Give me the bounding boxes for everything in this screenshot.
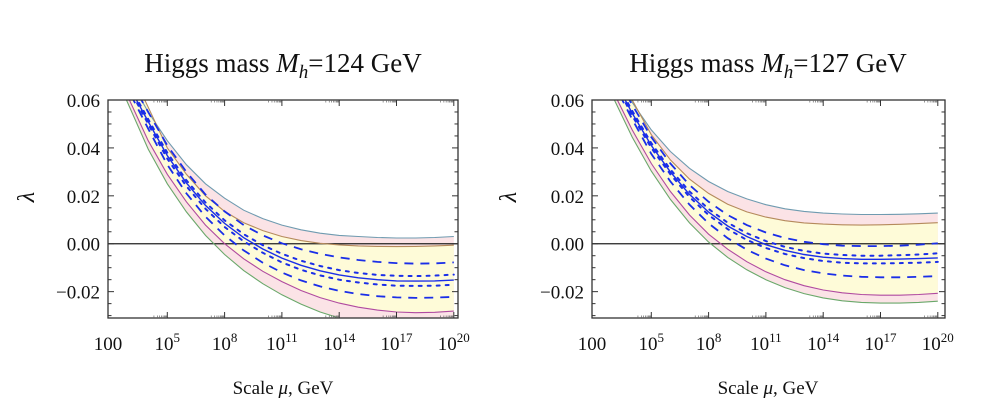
xlabel-suffix: , GeV bbox=[288, 378, 334, 399]
x-tick-base: 10 bbox=[323, 334, 342, 355]
x-tick-label: 1011 bbox=[750, 330, 782, 355]
x-tick-base: 10 bbox=[155, 334, 174, 355]
series-dotted-lower bbox=[623, 100, 939, 265]
series-dashed-lower bbox=[621, 100, 938, 279]
plot-frame bbox=[107, 99, 459, 319]
chart-title: Higgs mass Mh=124 GeV bbox=[144, 48, 422, 83]
series-dotted-upper bbox=[136, 100, 455, 278]
x-tick-label: 1020 bbox=[438, 330, 470, 355]
title-subscript: h bbox=[299, 62, 309, 83]
chart-title: Higgs mass Mh=127 GeV bbox=[629, 48, 907, 83]
title-symbol: M bbox=[275, 48, 300, 78]
x-axis-label: Scale μ, GeV bbox=[718, 378, 819, 399]
x-tick-label: 1014 bbox=[323, 330, 356, 355]
plot-area bbox=[592, 100, 945, 304]
title-suffix: =124 GeV bbox=[308, 48, 422, 78]
title-prefix: Higgs mass bbox=[629, 48, 761, 78]
series-upper-bound bbox=[140, 100, 454, 239]
x-tick-base: 10 bbox=[696, 334, 715, 355]
x-tick-label: 1017 bbox=[865, 330, 898, 355]
x-tick-exponent: 14 bbox=[342, 330, 356, 345]
y-tick-label: −0.02 bbox=[540, 283, 584, 304]
x-tick-exponent: 11 bbox=[769, 330, 782, 345]
x-tick-exponent: 20 bbox=[457, 330, 470, 345]
xlabel-suffix: , GeV bbox=[773, 378, 819, 399]
series-dotted-upper bbox=[625, 100, 939, 257]
x-tick-base: 100 bbox=[578, 334, 607, 355]
x-tick-base: 100 bbox=[94, 334, 123, 355]
series-dashed-lower bbox=[132, 100, 454, 299]
series-inner-lower bbox=[616, 100, 938, 296]
x-tick-base: 10 bbox=[381, 334, 400, 355]
x-tick-label: 1020 bbox=[922, 330, 954, 355]
x-tick-exponent: 11 bbox=[285, 330, 298, 345]
x-tick-base: 10 bbox=[438, 334, 457, 355]
x-tick-base: 10 bbox=[807, 334, 826, 355]
title-prefix: Higgs mass bbox=[144, 48, 276, 78]
x-tick-exponent: 17 bbox=[400, 330, 414, 345]
y-tick-label: 0.04 bbox=[551, 139, 585, 160]
x-tick-exponent: 17 bbox=[884, 330, 898, 345]
y-tick-label: 0.00 bbox=[551, 235, 584, 256]
xlabel-prefix: Scale bbox=[233, 378, 279, 399]
title-symbol: M bbox=[760, 48, 785, 78]
series-upper-bound bbox=[630, 100, 938, 216]
x-tick-base: 10 bbox=[922, 334, 941, 355]
y-tick-label: 0.02 bbox=[67, 187, 100, 208]
xlabel-prefix: Scale bbox=[718, 378, 764, 399]
series-inner-upper bbox=[144, 100, 454, 248]
x-tick-exponent: 8 bbox=[715, 330, 722, 345]
y-tick-label: 0.00 bbox=[67, 235, 100, 256]
xlabel-symbol: μ bbox=[762, 378, 773, 399]
series-dashed-upper bbox=[628, 100, 938, 247]
y-tick-label: −0.02 bbox=[56, 283, 100, 304]
title-suffix: =127 GeV bbox=[793, 48, 907, 78]
x-tick-label: 1017 bbox=[381, 330, 414, 355]
x-tick-exponent: 20 bbox=[941, 330, 954, 345]
y-tick-label: 0.04 bbox=[67, 139, 101, 160]
x-tick-label: 1014 bbox=[807, 330, 840, 355]
x-tick-exponent: 5 bbox=[174, 330, 181, 345]
y-axis-label: λ bbox=[496, 192, 522, 203]
x-tick-exponent: 5 bbox=[658, 330, 665, 345]
x-tick-base: 10 bbox=[865, 334, 884, 355]
series-dashed-upper bbox=[140, 100, 454, 265]
y-tick-label: 0.02 bbox=[551, 187, 584, 208]
plot-area bbox=[108, 100, 458, 318]
series-lower-bound bbox=[613, 100, 938, 304]
series-lower-bound bbox=[125, 100, 342, 318]
series-dotted-lower bbox=[134, 100, 455, 287]
x-tick-label: 105 bbox=[155, 330, 181, 355]
inner-band bbox=[617, 100, 938, 296]
title-subscript: h bbox=[784, 62, 794, 83]
x-tick-label: 105 bbox=[639, 330, 665, 355]
x-tick-exponent: 14 bbox=[826, 330, 840, 345]
x-tick-base: 10 bbox=[639, 334, 658, 355]
x-tick-label: 100 bbox=[94, 334, 123, 355]
y-tick-label: 0.06 bbox=[551, 91, 584, 112]
x-tick-label: 1011 bbox=[266, 330, 298, 355]
plot-frame bbox=[591, 99, 946, 319]
xlabel-symbol: μ bbox=[277, 378, 288, 399]
x-tick-label: 108 bbox=[212, 330, 238, 355]
series-central bbox=[135, 100, 454, 282]
y-tick-label: 0.06 bbox=[67, 91, 100, 112]
x-tick-label: 100 bbox=[578, 334, 607, 355]
series-inner-upper bbox=[631, 100, 938, 226]
x-tick-base: 10 bbox=[266, 334, 285, 355]
y-axis-label: λ bbox=[14, 192, 40, 203]
series-inner-lower bbox=[128, 100, 454, 314]
x-axis-label: Scale μ, GeV bbox=[233, 378, 334, 399]
series-central bbox=[624, 100, 938, 260]
x-tick-base: 10 bbox=[750, 334, 769, 355]
x-tick-label: 108 bbox=[696, 330, 722, 355]
x-tick-exponent: 8 bbox=[231, 330, 238, 345]
inner-band bbox=[129, 100, 454, 313]
x-tick-base: 10 bbox=[212, 334, 231, 355]
